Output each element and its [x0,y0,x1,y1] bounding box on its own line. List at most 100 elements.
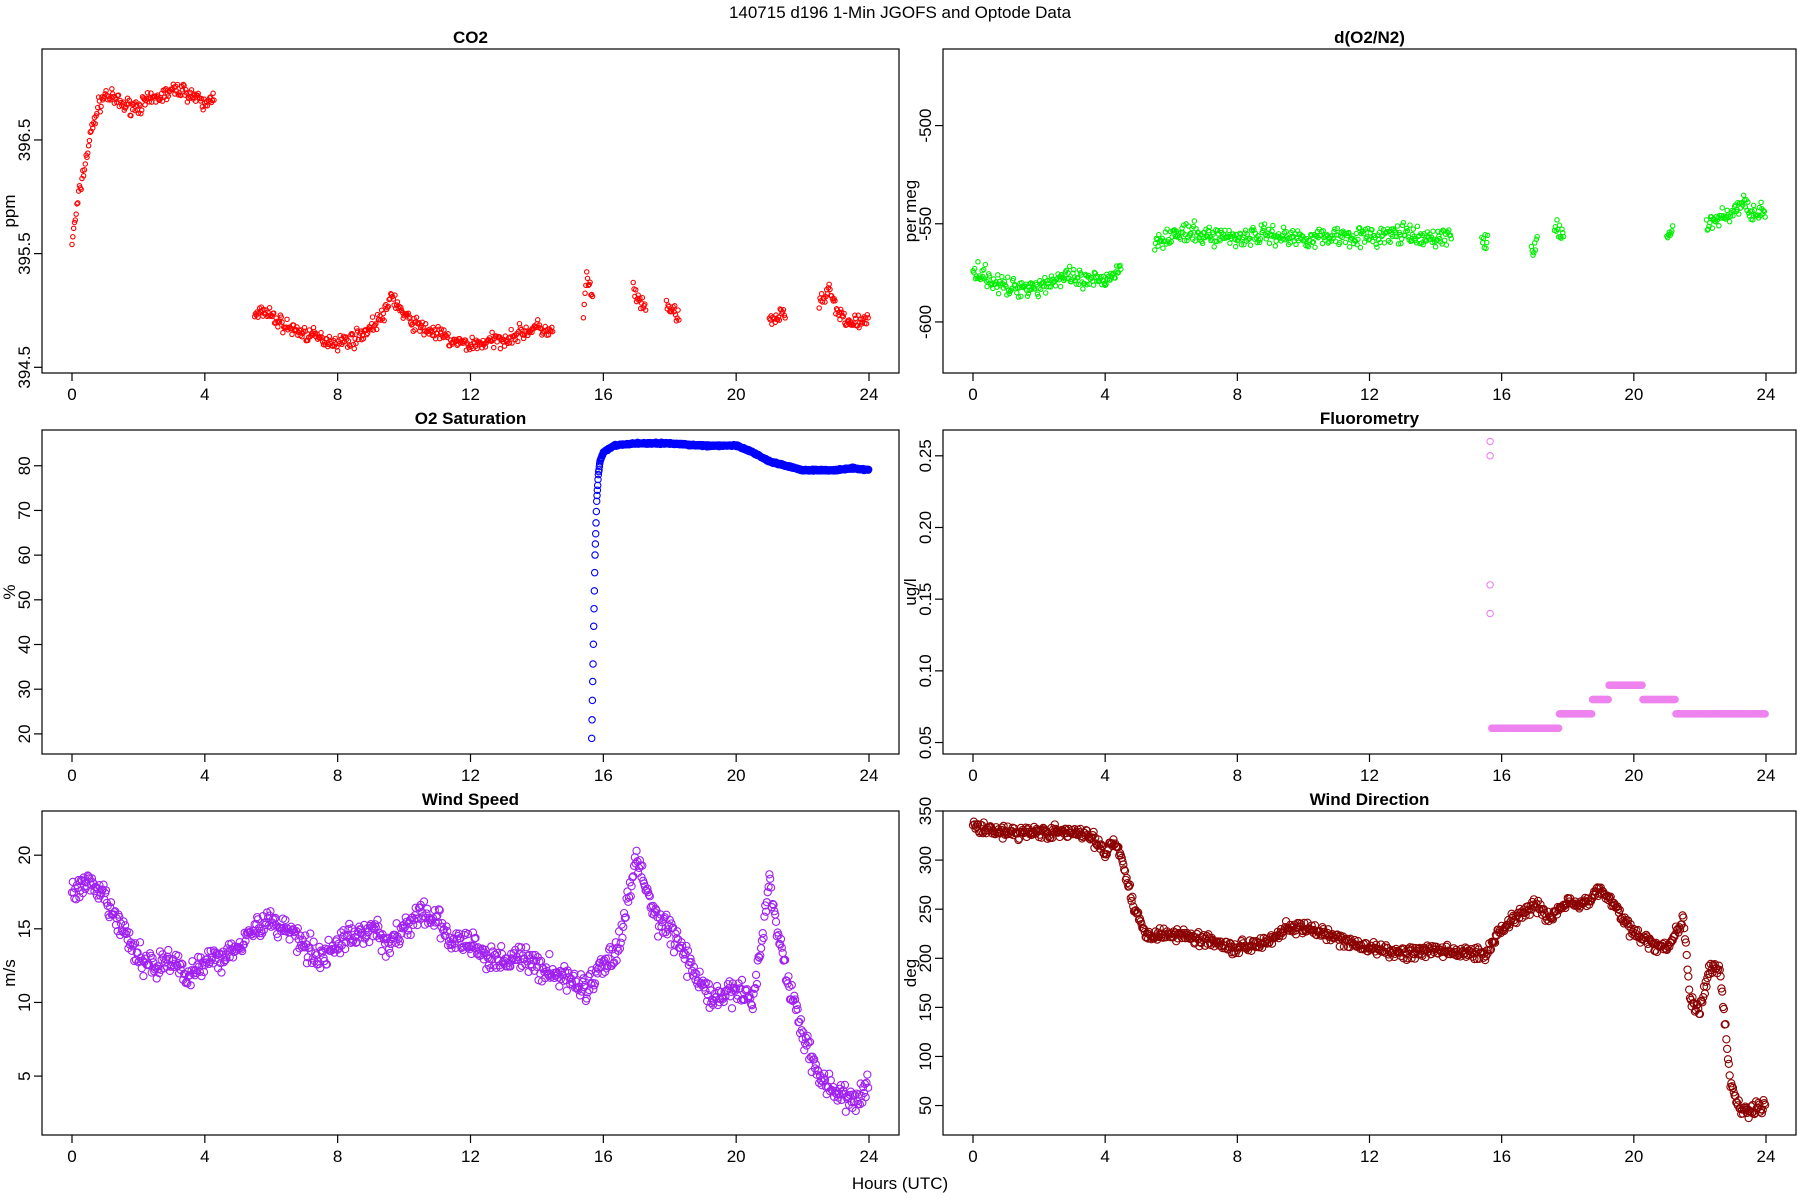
data-point-do2n2 [1091,269,1098,276]
data-point-o2sat [592,519,600,527]
data-point-co2 [96,98,103,104]
data-point-co2 [85,143,92,149]
data-point-co2 [865,315,871,321]
data-point-co2 [305,337,311,344]
x-tick-label-fluor: 12 [1360,766,1379,785]
data-point-wspd [487,942,496,951]
data-point-co2 [587,279,593,286]
data-point-fluor [1486,581,1494,589]
data-point-fluor [1486,452,1494,460]
x-tick-label-fluor: 4 [1100,766,1109,785]
data-point-co2 [360,335,367,342]
data-point-do2n2 [1246,235,1253,241]
data-point-co2 [676,317,682,323]
data-point-fluor [1638,681,1646,689]
data-point-do2n2 [1554,217,1560,223]
data-point-do2n2 [1370,238,1376,245]
data-point-do2n2 [1716,223,1722,229]
data-point-do2n2 [1041,283,1047,289]
x-tick-label-o2sat: 0 [67,766,76,785]
data-point-do2n2 [1534,233,1540,240]
data-point-do2n2 [1354,241,1360,248]
data-point-do2n2 [1369,227,1375,233]
data-point-co2 [354,325,360,332]
x-tick-label-co2: 0 [67,385,76,404]
data-point-co2 [349,331,356,338]
data-point-co2 [334,347,341,354]
data-point-co2 [85,150,91,156]
data-point-o2sat [589,622,598,631]
data-point-do2n2 [1071,274,1078,280]
y-tick-label-co2: 394.5 [15,346,34,389]
data-point-do2n2 [1075,274,1081,281]
y-tick-label-o2sat: 60 [15,546,34,565]
x-tick-label-wspd: 8 [333,1147,342,1166]
data-point-wspd [106,902,115,912]
data-point-do2n2 [1443,242,1450,248]
y-axis-label-co2: ppm [0,194,19,227]
data-point-do2n2 [1750,202,1757,209]
data-point-wspd [756,944,766,953]
data-point-do2n2 [1214,227,1221,234]
panel-wspd: Wind Speed m/s 0 4 8 12 16 20 24 5 10 15 20 [0,790,900,1166]
data-point-do2n2 [1117,262,1123,269]
data-point-o2sat [587,734,596,743]
data-point-co2 [163,85,169,92]
y-tick-label-wdir: 200 [916,944,935,972]
data-point-do2n2 [1160,245,1166,251]
data-point-wdir [1683,965,1692,974]
data-point-co2 [78,186,84,193]
data-point-do2n2 [1760,207,1767,214]
data-point-co2 [642,301,648,307]
data-point-co2 [837,316,843,323]
data-point-wspd [101,886,111,895]
data-point-co2 [275,324,281,330]
y-tick-label-o2sat: 70 [15,501,34,520]
data-point-co2 [273,315,279,321]
data-point-co2 [642,307,649,313]
data-point-co2 [280,329,286,336]
plot-frame-wspd [41,810,900,1136]
data-point-wspd [76,886,85,895]
data-point-co2 [469,334,475,341]
data-point-co2 [501,343,508,349]
shared-x-axis-label: Hours (UTC) [852,1174,948,1193]
data-point-do2n2 [986,273,993,279]
data-point-co2 [72,217,79,223]
data-point-do2n2 [1237,230,1243,237]
data-point-wspd [139,971,148,981]
data-point-do2n2 [1283,228,1289,235]
data-point-do2n2 [1010,275,1017,282]
data-point-co2 [70,234,76,240]
data-point-o2sat [591,540,600,548]
data-point-co2 [852,312,858,319]
data-point-do2n2 [1199,240,1206,247]
data-point-co2 [489,329,495,336]
data-point-co2 [639,294,646,301]
x-tick-label-wdir: 4 [1100,1147,1109,1166]
y-tick-label-co2: 395.5 [15,232,34,275]
data-point-co2 [515,338,521,345]
data-point-do2n2 [1102,282,1108,288]
data-point-wspd [618,933,627,942]
data-point-do2n2 [1112,275,1118,281]
data-point-co2 [838,306,844,313]
data-point-o2sat [593,491,601,500]
data-point-co2 [138,110,144,117]
panel-title-wdir: Wind Direction [1310,790,1430,809]
data-point-co2 [211,97,217,103]
data-point-do2n2 [1003,283,1009,290]
data-point-wspd [79,873,88,882]
data-point-co2 [80,173,87,179]
data-point-co2 [142,102,148,108]
data-point-fluor [1486,437,1494,446]
data-point-do2n2 [1319,240,1326,247]
data-point-co2 [417,328,423,334]
y-tick-label-wspd: 5 [15,1071,34,1080]
data-point-o2sat [589,660,597,668]
data-point-wdir [1724,1059,1733,1069]
data-point-wspd [562,986,571,995]
data-point-wspd [751,970,761,980]
data-point-wspd [119,917,128,926]
